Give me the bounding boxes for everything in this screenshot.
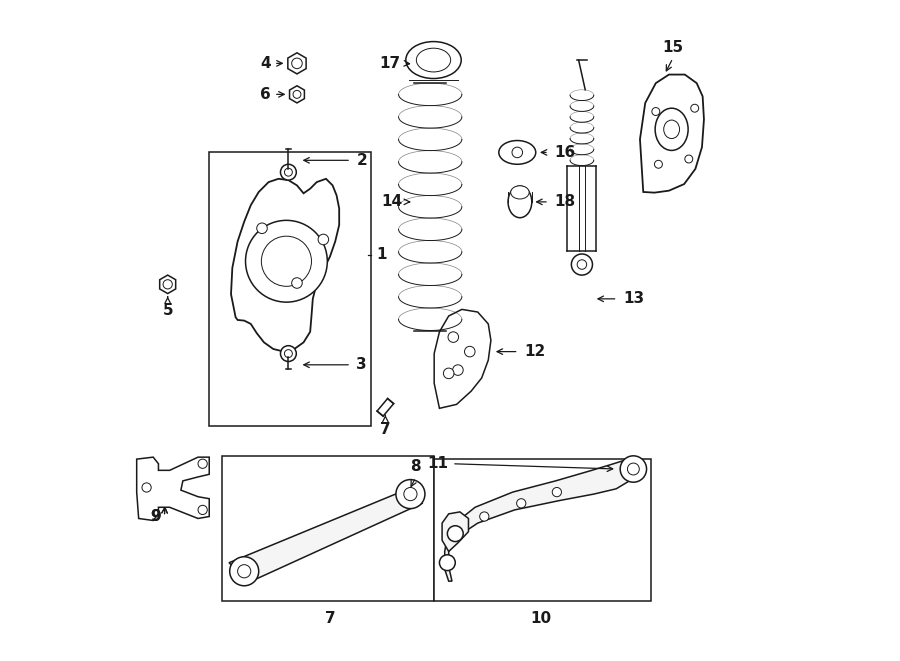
Circle shape bbox=[198, 505, 207, 514]
Text: 4: 4 bbox=[260, 56, 271, 71]
Text: 16: 16 bbox=[554, 145, 575, 160]
Circle shape bbox=[517, 498, 526, 508]
Polygon shape bbox=[288, 53, 306, 74]
Polygon shape bbox=[159, 275, 176, 293]
Circle shape bbox=[444, 368, 454, 379]
Text: 2: 2 bbox=[356, 153, 367, 168]
Circle shape bbox=[142, 483, 151, 492]
Circle shape bbox=[230, 557, 258, 586]
Circle shape bbox=[464, 346, 475, 357]
Text: 9: 9 bbox=[150, 509, 161, 524]
Polygon shape bbox=[434, 309, 491, 408]
Text: 6: 6 bbox=[260, 87, 271, 102]
Text: 9: 9 bbox=[150, 509, 161, 524]
Text: 1: 1 bbox=[376, 247, 387, 262]
Circle shape bbox=[553, 487, 562, 496]
Text: 8: 8 bbox=[410, 459, 421, 475]
Text: 7: 7 bbox=[325, 611, 336, 626]
FancyBboxPatch shape bbox=[222, 456, 434, 601]
Ellipse shape bbox=[406, 42, 461, 79]
Ellipse shape bbox=[508, 186, 532, 217]
Circle shape bbox=[480, 512, 489, 521]
Circle shape bbox=[284, 350, 292, 358]
Text: 13: 13 bbox=[623, 292, 644, 306]
Polygon shape bbox=[231, 178, 339, 352]
Circle shape bbox=[261, 236, 311, 286]
Ellipse shape bbox=[510, 186, 529, 199]
Polygon shape bbox=[290, 86, 304, 103]
Polygon shape bbox=[377, 399, 393, 416]
Circle shape bbox=[293, 91, 301, 98]
FancyBboxPatch shape bbox=[209, 153, 371, 426]
Circle shape bbox=[685, 155, 693, 163]
Circle shape bbox=[396, 480, 425, 508]
Polygon shape bbox=[137, 457, 209, 520]
Circle shape bbox=[292, 278, 302, 288]
Circle shape bbox=[246, 220, 328, 302]
Text: 14: 14 bbox=[382, 194, 402, 210]
Text: 17: 17 bbox=[380, 56, 400, 71]
Circle shape bbox=[620, 456, 646, 483]
Circle shape bbox=[627, 463, 639, 475]
Circle shape bbox=[439, 555, 455, 570]
Circle shape bbox=[256, 223, 267, 233]
Ellipse shape bbox=[663, 120, 680, 139]
Circle shape bbox=[577, 260, 587, 269]
Circle shape bbox=[284, 169, 292, 176]
Text: 3: 3 bbox=[356, 358, 367, 372]
Polygon shape bbox=[442, 512, 469, 551]
Circle shape bbox=[198, 459, 207, 469]
Text: 11: 11 bbox=[428, 456, 449, 471]
Circle shape bbox=[453, 365, 464, 375]
Text: 7: 7 bbox=[380, 422, 391, 436]
Circle shape bbox=[318, 234, 328, 245]
Text: 18: 18 bbox=[554, 194, 575, 210]
Circle shape bbox=[448, 332, 459, 342]
Text: 15: 15 bbox=[662, 40, 683, 55]
Text: 12: 12 bbox=[524, 344, 545, 359]
Circle shape bbox=[404, 487, 417, 500]
Circle shape bbox=[512, 147, 523, 158]
Polygon shape bbox=[640, 75, 704, 192]
Circle shape bbox=[654, 161, 662, 169]
Polygon shape bbox=[445, 459, 636, 581]
Circle shape bbox=[281, 346, 296, 362]
Ellipse shape bbox=[499, 141, 536, 165]
Circle shape bbox=[691, 104, 698, 112]
Circle shape bbox=[281, 165, 296, 180]
Polygon shape bbox=[229, 486, 422, 584]
Circle shape bbox=[163, 280, 172, 289]
Circle shape bbox=[652, 108, 660, 116]
Text: 10: 10 bbox=[530, 611, 552, 626]
Ellipse shape bbox=[417, 48, 451, 72]
Text: 5: 5 bbox=[162, 303, 173, 318]
Ellipse shape bbox=[655, 108, 688, 151]
Circle shape bbox=[572, 254, 592, 275]
Circle shape bbox=[292, 58, 302, 69]
Circle shape bbox=[447, 525, 464, 541]
FancyBboxPatch shape bbox=[434, 459, 652, 601]
Circle shape bbox=[238, 564, 251, 578]
